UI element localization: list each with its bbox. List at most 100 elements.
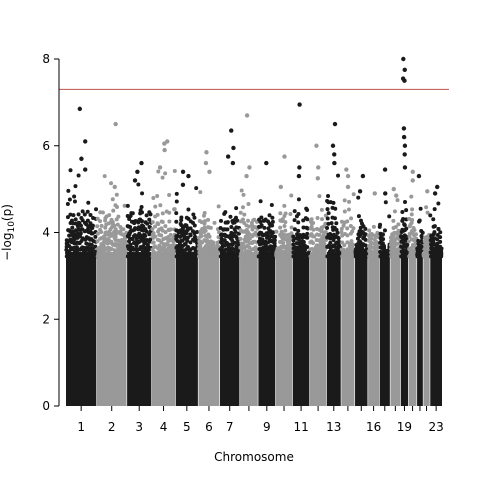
chromosome-5-points [174,169,200,406]
chromosome-17-dense-band [379,252,390,406]
snp-point [317,194,322,199]
snp-point [198,244,203,249]
snp-point [150,220,155,225]
snp-point [267,213,272,218]
snp-point [185,235,190,240]
snp-point [241,242,246,247]
snp-point [315,216,320,221]
snp-point [144,229,149,234]
snp-point [436,201,441,206]
snp-point [223,210,228,215]
snp-point [320,217,325,222]
snp-point [351,226,356,231]
snp-point [176,230,181,235]
snp-point [268,223,273,228]
snp-peak-point [180,169,186,174]
snp-point [326,221,331,226]
snp-point [121,227,126,232]
snp-peak-point [282,154,287,159]
snp-point [438,230,443,235]
snp-point [182,234,187,239]
snp-point [153,224,158,229]
snp-peak-point [332,152,337,157]
snp-peak-point [402,152,407,157]
chromosome-13-points [325,121,343,406]
snp-point [309,224,314,229]
snp-point [268,234,273,239]
snp-point [278,225,283,230]
snp-point [395,198,400,203]
snp-point [128,229,133,234]
snp-point [85,218,90,223]
snp-point [118,231,123,236]
snp-point [342,198,347,203]
chromosome-8-dense-band [240,252,258,406]
snp-peak-point [315,176,320,181]
snp-point [103,230,108,235]
snp-point [174,191,179,196]
x-tick-label: 4 [160,420,168,434]
snp-point [88,212,93,217]
snp-point [424,205,429,210]
snp-point [122,234,127,239]
snp-point [262,225,267,230]
snp-point [402,223,407,228]
x-tick-label: 19 [397,420,412,434]
snp-point [163,230,168,235]
snp-point [158,203,163,208]
snp-peak-point [244,173,249,179]
snp-point [363,243,368,248]
snp-point [280,217,285,222]
snp-point [283,233,288,238]
snp-point [98,219,103,224]
snp-point [160,175,165,180]
snp-peak-point [345,184,351,190]
snp-peak-point [204,150,209,155]
snp-point [125,203,130,208]
snp-point [242,212,247,217]
snp-point [155,193,160,198]
snp-point [107,232,112,237]
chromosome-1-points [64,106,99,406]
snp-point [424,234,429,239]
snp-point [270,215,275,220]
x-axis-label: Chromosome [214,450,294,464]
snp-peak-point [394,193,399,198]
snp-point [101,234,106,239]
chromosome-9-dense-band [258,252,276,406]
snp-point [387,214,392,219]
snp-point [156,222,161,227]
snp-point [95,239,100,244]
y-tick-label: 2 [42,312,50,326]
snp-point [197,219,202,224]
snp-point [420,230,425,235]
x-tick-label: 13 [326,420,341,434]
snp-point [133,226,138,231]
snp-peak-point [162,141,167,146]
snp-point [207,234,212,239]
snp-point [118,224,123,229]
snp-point [147,232,152,237]
snp-point [156,169,161,174]
snp-point [410,207,415,212]
snp-point [172,169,177,174]
snp-point [239,229,244,234]
snp-point [282,203,287,208]
snp-point [240,217,245,222]
snp-point [206,217,211,222]
x-tick-label: 16 [366,420,381,434]
snp-point [430,250,435,255]
snp-point [194,230,199,235]
snp-point [281,241,286,246]
snp-point [336,236,341,241]
snp-point [102,174,107,179]
snp-point [186,244,191,249]
snp-point [93,249,98,254]
snp-point [76,212,81,217]
snp-point [78,231,83,236]
snp-point [151,240,156,245]
snp-point [110,197,115,202]
snp-point [305,245,310,250]
snp-point [116,214,121,219]
snp-point [147,217,152,222]
